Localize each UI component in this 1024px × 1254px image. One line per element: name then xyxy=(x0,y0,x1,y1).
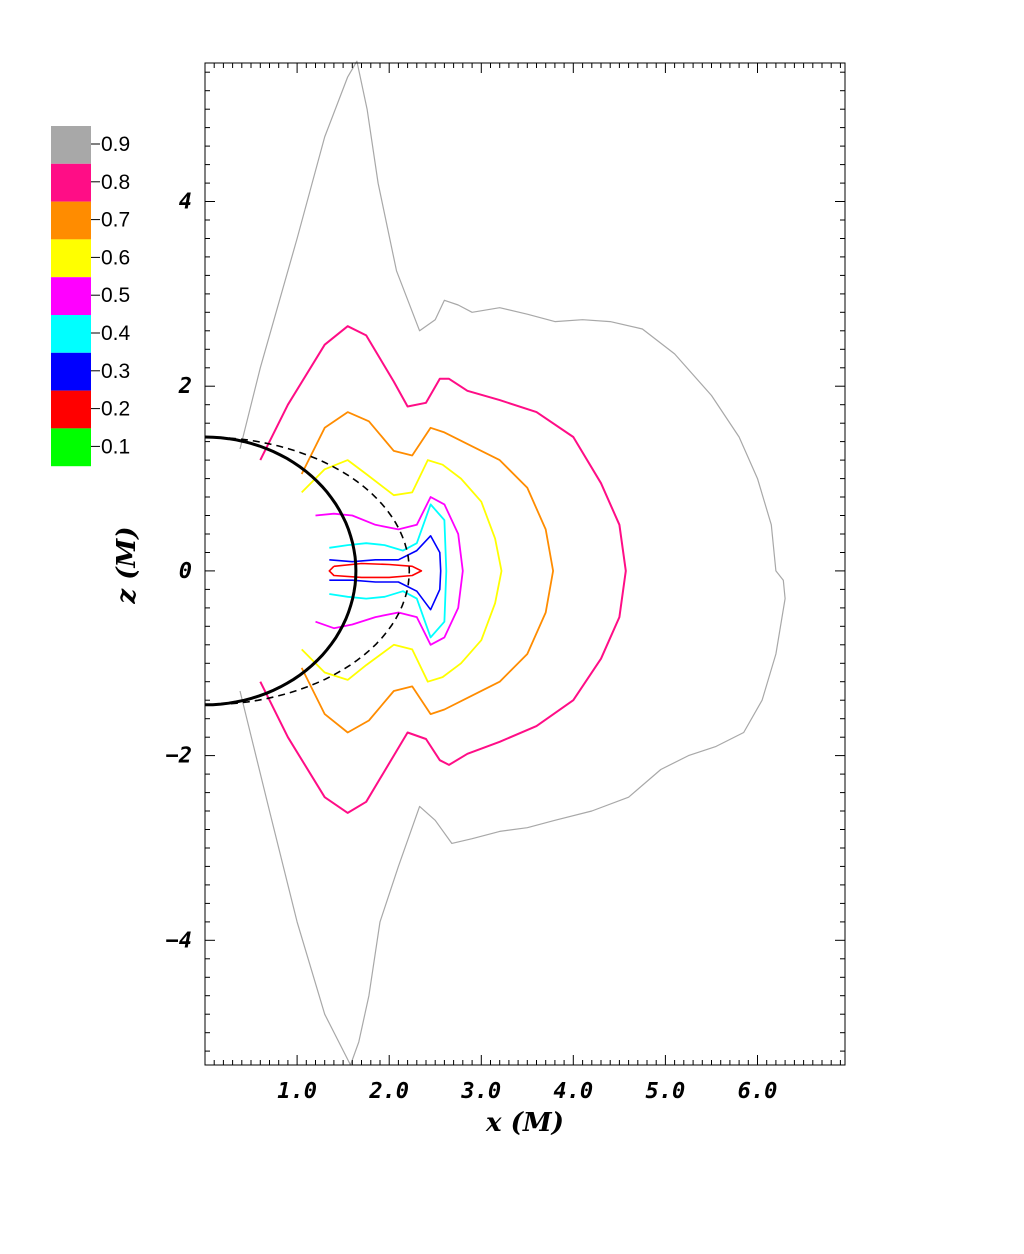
y-axis-title: z (M) xyxy=(112,526,142,604)
legend-swatch-0.5 xyxy=(51,277,91,315)
legend-label-0.7: 0.7 xyxy=(101,209,130,232)
legend-swatch-0.2 xyxy=(51,390,91,429)
x-tick-label: 1.0 xyxy=(277,1079,317,1104)
solid-reference-circle xyxy=(204,435,358,707)
legend-label-0.9: 0.9 xyxy=(101,133,130,156)
plot-frame xyxy=(204,62,846,1066)
contour-0.8 xyxy=(259,325,627,814)
contour-0.9 xyxy=(239,60,786,1066)
legend-label-0.3: 0.3 xyxy=(101,360,130,383)
reference-circles xyxy=(204,435,411,707)
y-tick-label: 4 xyxy=(179,190,192,215)
contour-0.3 xyxy=(329,535,442,611)
dashed-reference-circle xyxy=(204,436,411,706)
legend-swatch-0.6 xyxy=(51,239,91,278)
y-tick-label: 2 xyxy=(178,374,192,399)
axis-tick-labels: 1.0 2.0 3.0 4.0 5.0 6.0 4 2 0 −2 −4 xyxy=(166,190,778,1105)
legend-swatch-0.9 xyxy=(51,126,91,164)
contour-lines xyxy=(239,60,786,1066)
x-tick-label: 2.0 xyxy=(368,1079,409,1104)
contour-0.5 xyxy=(315,496,464,646)
x-tick-label: 3.0 xyxy=(460,1079,501,1104)
contour-0.4 xyxy=(329,503,448,639)
x-axis-title: x (M) xyxy=(485,1108,564,1138)
legend-label-0.8: 0.8 xyxy=(101,171,130,194)
y-tick-label: −2 xyxy=(166,744,193,769)
legend-swatch-0.4 xyxy=(51,315,91,353)
contour-0.7 xyxy=(300,411,554,734)
legend: 0.9 0.8 0.7 0.6 0.5 0.4 0.3 0.2 0.1 xyxy=(51,126,131,467)
legend-swatch-0.8 xyxy=(51,163,91,202)
x-tick-label: 6.0 xyxy=(738,1079,778,1104)
contour-0.6 xyxy=(301,459,503,683)
legend-swatch-0.3 xyxy=(51,352,91,391)
legend-label-0.5: 0.5 xyxy=(101,284,130,307)
y-tick-label: 0 xyxy=(179,559,192,584)
legend-label-0.2: 0.2 xyxy=(101,398,130,421)
x-tick-label: 4.0 xyxy=(553,1079,593,1104)
legend-label-0.6: 0.6 xyxy=(101,246,130,269)
axis-ticks xyxy=(205,63,845,1065)
legend-swatch-0.1 xyxy=(51,428,91,467)
y-tick-label: −4 xyxy=(166,928,193,953)
x-tick-label: 5.0 xyxy=(646,1079,686,1104)
legend-swatch-0.7 xyxy=(51,201,91,240)
contour-0.2 xyxy=(328,562,423,579)
legend-label-0.1: 0.1 xyxy=(101,435,130,458)
legend-label-0.4: 0.4 xyxy=(101,322,131,345)
